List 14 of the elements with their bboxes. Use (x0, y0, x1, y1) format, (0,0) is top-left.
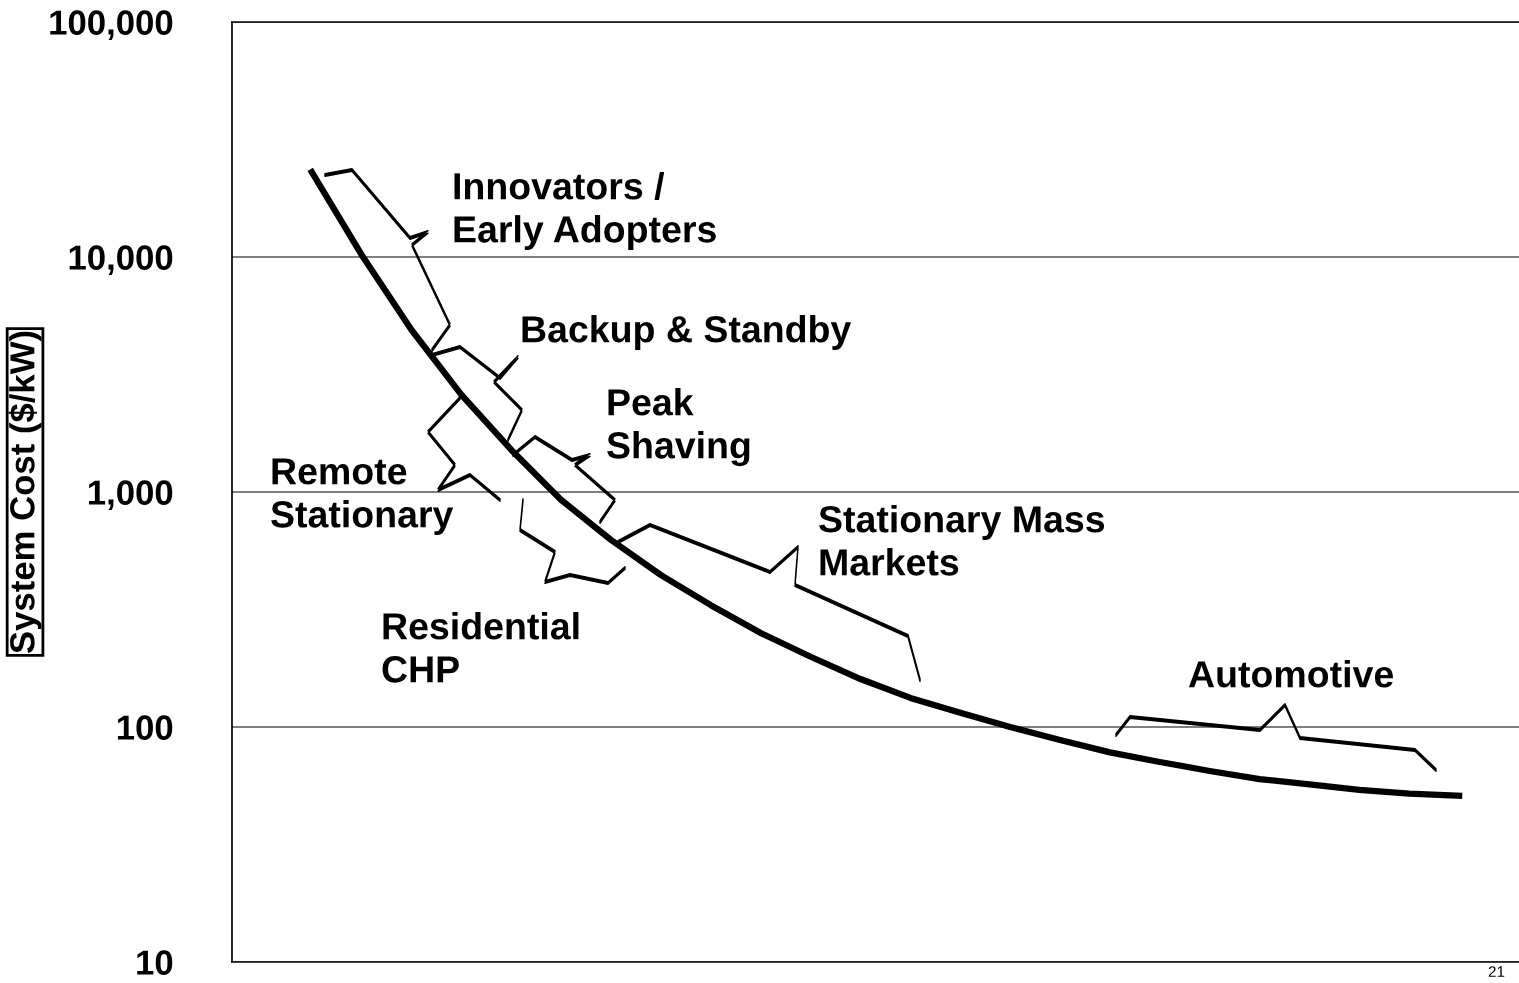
y-tick-label: 10 (137, 950, 173, 975)
y-tick-label: 10,000 (69, 245, 173, 275)
text: 21 (1488, 966, 1505, 977)
annotation: Stationary Mass Markets (819, 505, 1105, 576)
annotation: Peak Shaving (607, 388, 750, 467)
annotation: Automotive (1188, 660, 1393, 688)
y-tick-label: 100,000 (50, 10, 173, 40)
annotation: Remote Stationary (271, 458, 454, 536)
annotation: Backup & Standby (522, 315, 852, 350)
y-tick-label: 100 (117, 715, 173, 740)
y-axis-title: System Cost ($/kW) (8, 331, 42, 654)
annotation: Residential CHP (382, 612, 579, 683)
annotation: Innovators / Early Adopters (454, 172, 716, 251)
y-tick-label: 1,000 (88, 480, 173, 510)
